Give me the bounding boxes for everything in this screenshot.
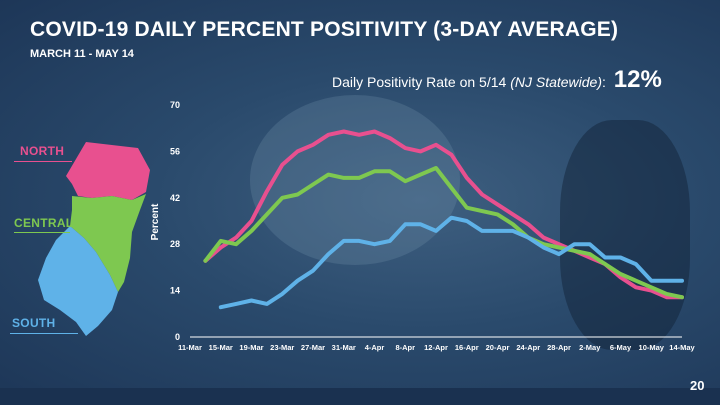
page-number: 20: [690, 378, 705, 393]
region-label-north: NORTH: [20, 144, 65, 158]
x-tick-label: 31-Mar: [332, 343, 356, 352]
x-tick-label: 6-May: [610, 343, 632, 352]
x-tick-label: 8-Apr: [395, 343, 415, 352]
y-tick-label: 0: [175, 332, 180, 342]
region-pointer-central: [14, 232, 70, 233]
map-region-north: [66, 142, 150, 200]
rate-label: Daily Positivity Rate on 5/14: [332, 74, 507, 90]
x-tick-label: 27-Mar: [301, 343, 325, 352]
region-pointer-south: [10, 333, 78, 334]
positivity-rate-callout: Daily Positivity Rate on 5/14 (NJ Statew…: [332, 66, 662, 94]
series-line-north: [203, 129, 684, 300]
x-tick-label: 23-Mar: [270, 343, 294, 352]
footer-bar: [0, 388, 720, 405]
page-title: COVID-19 DAILY PERCENT POSITIVITY (3-DAY…: [30, 18, 619, 41]
y-axis-label: Percent: [150, 203, 161, 240]
x-tick-label: 19-Mar: [239, 343, 263, 352]
y-tick-label: 28: [170, 239, 180, 249]
rate-note: (NJ Statewide): [510, 74, 603, 90]
map-region-south: [38, 226, 118, 336]
x-tick-label: 16-Apr: [455, 343, 479, 352]
region-pointer-north: [14, 161, 72, 162]
x-tick-label: 11-Mar: [178, 343, 202, 352]
region-label-central: CENTRAL: [14, 216, 74, 230]
background-figure: [250, 95, 460, 265]
series-line-south: [218, 215, 684, 310]
background-figure-dark: [560, 120, 690, 350]
x-tick-label: 12-Apr: [424, 343, 448, 352]
y-tick-label: 42: [170, 193, 180, 203]
x-tick-label: 2-May: [579, 343, 601, 352]
date-range-subtitle: MARCH 11 - MAY 14: [30, 48, 134, 60]
x-tick-label: 4-Apr: [365, 343, 385, 352]
x-tick-label: 14-May: [669, 343, 695, 352]
y-tick-label: 14: [170, 286, 180, 296]
rate-colon: :: [602, 74, 606, 90]
map-region-central: [70, 194, 146, 292]
series-line-central: [203, 166, 684, 300]
y-tick-label: 70: [170, 100, 180, 110]
x-tick-label: 10-May: [639, 343, 665, 352]
y-tick-label: 56: [170, 146, 180, 156]
x-tick-label: 24-Apr: [516, 343, 540, 352]
x-tick-label: 20-Apr: [486, 343, 510, 352]
region-label-south: SOUTH: [12, 316, 56, 330]
rate-value: 12%: [613, 66, 662, 93]
x-tick-label: 28-Apr: [547, 343, 571, 352]
x-tick-label: 15-Mar: [209, 343, 233, 352]
